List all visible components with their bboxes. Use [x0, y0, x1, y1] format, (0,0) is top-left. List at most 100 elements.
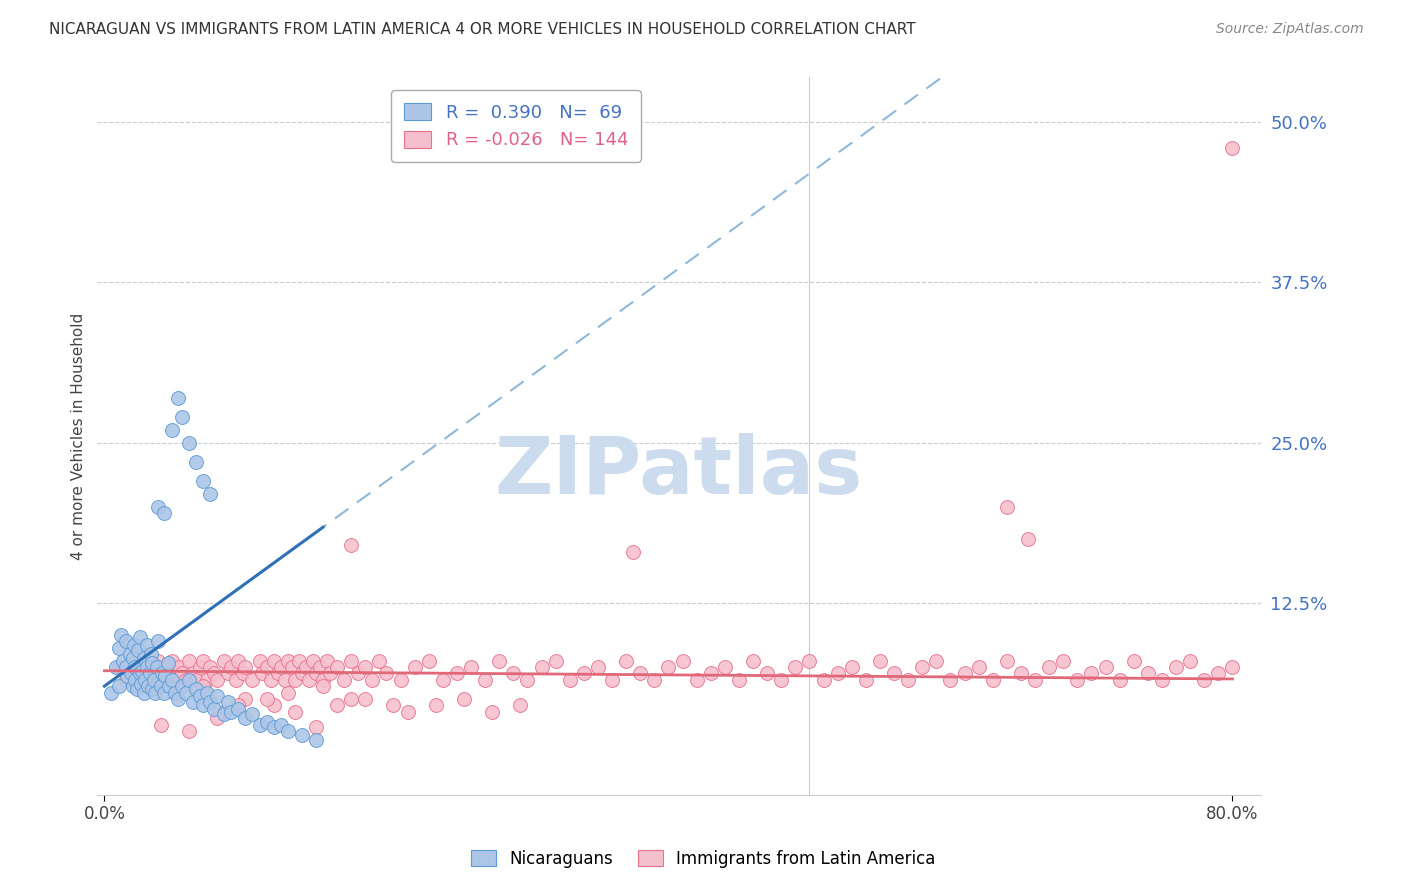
Point	[135, 660, 157, 674]
Point	[312, 673, 335, 687]
Point	[714, 660, 737, 674]
Point	[925, 653, 948, 667]
Point	[122, 638, 145, 652]
Point	[1122, 653, 1144, 667]
Point	[228, 702, 250, 716]
Point	[1208, 666, 1230, 681]
Point	[981, 673, 1004, 687]
Point	[600, 673, 623, 687]
Point	[124, 673, 146, 687]
Text: Source: ZipAtlas.com: Source: ZipAtlas.com	[1216, 22, 1364, 37]
Point	[235, 711, 257, 725]
Point	[146, 500, 169, 514]
Point	[205, 690, 228, 704]
Point	[298, 673, 321, 687]
Legend: Nicaraguans, Immigrants from Latin America: Nicaraguans, Immigrants from Latin Ameri…	[464, 844, 942, 875]
Point	[785, 660, 807, 674]
Point	[232, 666, 254, 681]
Point	[149, 666, 172, 681]
Point	[404, 660, 426, 674]
Point	[177, 653, 200, 667]
Point	[340, 653, 363, 667]
Point	[883, 666, 905, 681]
Point	[160, 673, 183, 687]
Point	[621, 544, 644, 558]
Point	[198, 660, 221, 674]
Point	[869, 653, 891, 667]
Point	[141, 681, 163, 696]
Point	[939, 673, 962, 687]
Point	[291, 666, 314, 681]
Point	[163, 685, 186, 699]
Point	[118, 647, 141, 661]
Point	[446, 666, 468, 681]
Point	[354, 660, 377, 674]
Point	[530, 660, 553, 674]
Point	[628, 666, 651, 681]
Point	[191, 474, 214, 488]
Point	[170, 666, 193, 681]
Point	[544, 653, 567, 667]
Point	[150, 666, 173, 681]
Point	[728, 673, 751, 687]
Point	[132, 651, 155, 665]
Point	[260, 673, 283, 687]
Point	[114, 660, 136, 674]
Point	[1222, 141, 1244, 155]
Point	[136, 679, 159, 693]
Point	[124, 660, 146, 674]
Point	[333, 673, 356, 687]
Point	[107, 640, 129, 655]
Point	[614, 653, 637, 667]
Point	[212, 707, 235, 722]
Point	[277, 653, 299, 667]
Point	[319, 666, 342, 681]
Point	[756, 666, 779, 681]
Point	[368, 653, 391, 667]
Point	[699, 666, 721, 681]
Point	[235, 692, 257, 706]
Point	[188, 690, 211, 704]
Point	[152, 685, 174, 699]
Point	[263, 720, 285, 734]
Point	[184, 681, 207, 696]
Point	[205, 711, 228, 725]
Point	[135, 638, 157, 652]
Point	[305, 733, 328, 747]
Point	[149, 717, 172, 731]
Point	[121, 679, 143, 693]
Text: NICARAGUAN VS IMMIGRANTS FROM LATIN AMERICA 4 OR MORE VEHICLES IN HOUSEHOLD CORR: NICARAGUAN VS IMMIGRANTS FROM LATIN AMER…	[49, 22, 915, 37]
Point	[146, 653, 169, 667]
Point	[146, 634, 169, 648]
Point	[1010, 666, 1032, 681]
Point	[270, 717, 292, 731]
Point	[228, 698, 250, 713]
Point	[153, 673, 176, 687]
Point	[827, 666, 849, 681]
Point	[316, 653, 339, 667]
Point	[195, 685, 218, 699]
Point	[104, 660, 127, 674]
Point	[855, 673, 877, 687]
Point	[326, 698, 349, 713]
Point	[167, 660, 190, 674]
Point	[143, 685, 166, 699]
Point	[432, 673, 454, 687]
Point	[125, 681, 148, 696]
Point	[218, 694, 240, 708]
Legend: R =  0.390   N=  69, R = -0.026   N= 144: R = 0.390 N= 69, R = -0.026 N= 144	[391, 90, 641, 162]
Point	[263, 653, 285, 667]
Y-axis label: 4 or more Vehicles in Household: 4 or more Vehicles in Household	[72, 312, 86, 560]
Point	[295, 660, 318, 674]
Point	[418, 653, 440, 667]
Point	[1080, 666, 1102, 681]
Point	[516, 673, 538, 687]
Point	[1094, 660, 1116, 674]
Point	[1178, 653, 1201, 667]
Point	[263, 698, 285, 713]
Point	[502, 666, 524, 681]
Point	[1052, 653, 1074, 667]
Point	[205, 673, 228, 687]
Point	[166, 692, 188, 706]
Point	[326, 660, 349, 674]
